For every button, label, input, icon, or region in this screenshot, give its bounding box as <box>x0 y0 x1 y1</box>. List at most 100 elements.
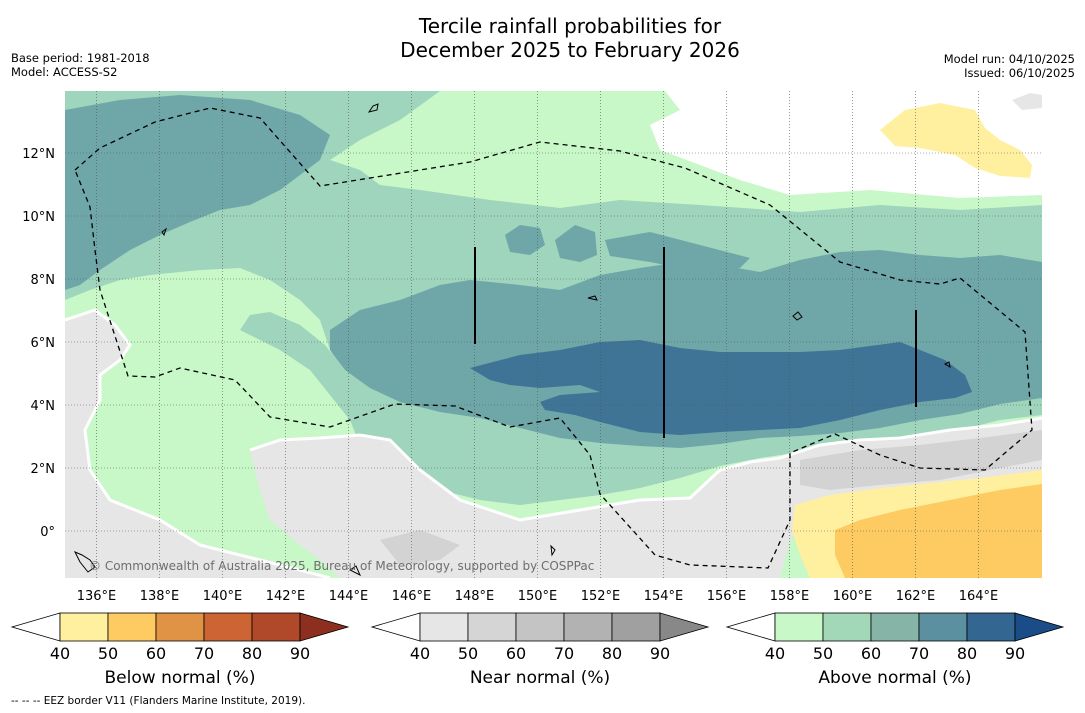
lon-label: 154°E <box>644 589 684 604</box>
colorbar-label-near: Near normal (%) <box>469 668 611 688</box>
field-near-40-ne <box>1012 93 1042 110</box>
colorbar-segment <box>515 612 565 642</box>
colorbar-segment <box>870 612 920 642</box>
eez-border <box>74 107 1033 569</box>
lon-label: 146°E <box>392 589 432 604</box>
lon-label: 150°E <box>518 589 558 604</box>
colorbar-above-normal: 40 50 60 70 80 90 <box>725 612 1065 663</box>
island-g <box>550 544 556 557</box>
lon-label: 138°E <box>140 589 180 604</box>
meridian-markers <box>474 247 917 438</box>
lon-label: 136°E <box>77 589 117 604</box>
field-above-50-south <box>240 312 1042 505</box>
colorbar-tick: 80 <box>602 644 622 663</box>
island-h <box>161 227 167 237</box>
colorbar-tick: 90 <box>1005 644 1025 663</box>
lat-label: 8°N <box>31 273 56 288</box>
colorbar-below-normal: 40 50 60 70 80 90 <box>10 612 350 663</box>
colorbar-tick: 50 <box>813 644 833 663</box>
island-f <box>349 565 362 577</box>
colorbar-segment <box>107 612 157 642</box>
colorbar-tick: 40 <box>765 644 785 663</box>
lat-label: 10°N <box>22 210 55 225</box>
lat-label: 12°N <box>22 147 55 162</box>
lon-label: 142°E <box>266 589 306 604</box>
colorbar-segment <box>251 612 301 642</box>
colorbar-tick: 40 <box>50 644 70 663</box>
lat-label: 0° <box>40 525 55 540</box>
colorbar-segment <box>611 612 661 642</box>
colorbar-tick: 70 <box>194 644 214 663</box>
lat-label: 6°N <box>31 336 56 351</box>
colorbar-segment <box>467 612 517 642</box>
colorbar-tick: 50 <box>458 644 478 663</box>
field-near-50-east <box>800 430 1042 490</box>
colorbar-extend-low <box>370 612 421 642</box>
issued-text: Issued: 06/10/2025 <box>964 66 1075 80</box>
colorbar-tick: 80 <box>957 644 977 663</box>
coastlines <box>73 103 951 577</box>
field-above-60-blob-c <box>605 232 750 272</box>
field-above-60-blob-b <box>555 225 597 262</box>
colorbar-near-normal: 40 50 60 70 80 90 <box>370 612 710 663</box>
colorbar-segment <box>419 612 469 642</box>
island-a <box>367 103 379 113</box>
island-c <box>587 295 598 301</box>
region-borders <box>65 308 1042 578</box>
colorbar-segment <box>774 612 824 642</box>
lat-label: 2°N <box>31 462 56 477</box>
colorbar-tick: 90 <box>650 644 670 663</box>
colorbar-segment <box>203 612 253 642</box>
colorbar-extend-low <box>725 612 776 642</box>
meta-right: Model run: 04/10/2025 Issued: 06/10/2025 <box>944 52 1075 80</box>
colorbar-extend-low <box>10 612 61 642</box>
model-run-text: Model run: 04/10/2025 <box>943 52 1075 66</box>
field-above-70-core <box>470 340 972 435</box>
colorbar-tick: 60 <box>506 644 526 663</box>
colorbar-segment <box>563 612 613 642</box>
colorbar-tick: 70 <box>554 644 574 663</box>
meta-left: Base period: 1981-2018 Model: ACCESS-S2 <box>11 51 150 79</box>
border-near-south <box>249 416 1042 522</box>
colorbar-label-below: Below normal (%) <box>104 668 256 688</box>
field-below-40-ne <box>880 103 1032 178</box>
colorbar-segment <box>59 612 109 642</box>
colorbar-extend-high <box>299 612 350 642</box>
island-e <box>73 551 96 573</box>
colorbar-tick: 60 <box>861 644 881 663</box>
model-text: Model: ACCESS-S2 <box>11 65 118 79</box>
lat-label: 4°N <box>31 399 56 414</box>
copyright-text: © Commonwealth of Australia 2025, Bureau… <box>89 559 594 573</box>
lon-label: 156°E <box>707 589 747 604</box>
lon-label: 144°E <box>329 589 369 604</box>
colorbar-segment <box>966 612 1016 642</box>
colorbar-tick: 40 <box>410 644 430 663</box>
lon-label: 152°E <box>581 589 621 604</box>
title-line-1: Tercile rainfall probabilities for <box>418 14 722 38</box>
field-above-60-nw <box>65 95 330 290</box>
colorbar-segment <box>822 612 872 642</box>
map-field <box>65 91 1042 578</box>
field-near-40-sw <box>65 310 330 578</box>
lon-label: 162°E <box>896 589 936 604</box>
colorbar-tick: 50 <box>98 644 118 663</box>
colorbar-segment <box>918 612 968 642</box>
colorbar-segment <box>155 612 205 642</box>
map-title: Tercile rainfall probabilities for Decem… <box>0 14 1085 62</box>
island-b <box>792 311 803 321</box>
lat-labels: 12°N 10°N 8°N 6°N 4°N 2°N 0° <box>22 147 55 540</box>
eez-footer: -- -- -- EEZ border V11 (Flanders Marine… <box>11 695 306 707</box>
field-near-50-patch <box>380 530 460 565</box>
lon-label: 140°E <box>203 589 243 604</box>
colorbar-tick: 70 <box>909 644 929 663</box>
lon-label: 160°E <box>833 589 873 604</box>
lon-label: 158°E <box>770 589 810 604</box>
field-above-60-blob-a <box>505 225 545 255</box>
colorbar-tick: 60 <box>146 644 166 663</box>
colorbar-label-above: Above normal (%) <box>818 668 972 688</box>
colorbar-tick: 90 <box>290 644 310 663</box>
border-near-sw <box>65 308 331 578</box>
colorbar-extend-high <box>1014 612 1065 642</box>
title-line-2: December 2025 to February 2026 <box>400 38 740 62</box>
